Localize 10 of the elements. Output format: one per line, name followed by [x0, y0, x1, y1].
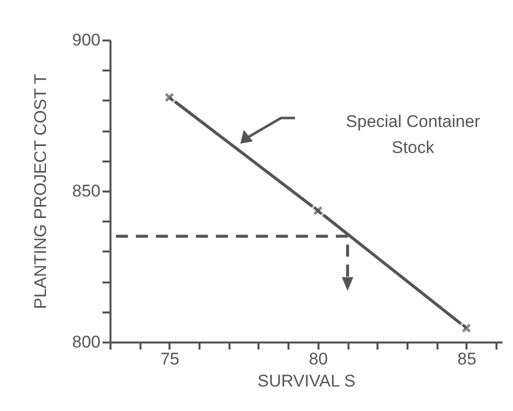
x-tick-label: 75	[160, 350, 180, 368]
y-tick-label: 900	[72, 30, 100, 50]
y-tick-label: 850	[72, 182, 100, 200]
y-axis-title: PLANTING PROJECT COST T	[31, 74, 50, 310]
x-tick-label: 85	[457, 350, 476, 368]
point	[311, 204, 325, 218]
y-tick-label: 800	[72, 332, 100, 352]
x-axis-title: SURVIVAL S	[258, 372, 356, 390]
x-tick-label: 80	[308, 350, 328, 368]
annotation: Special Container Stock	[346, 112, 480, 157]
